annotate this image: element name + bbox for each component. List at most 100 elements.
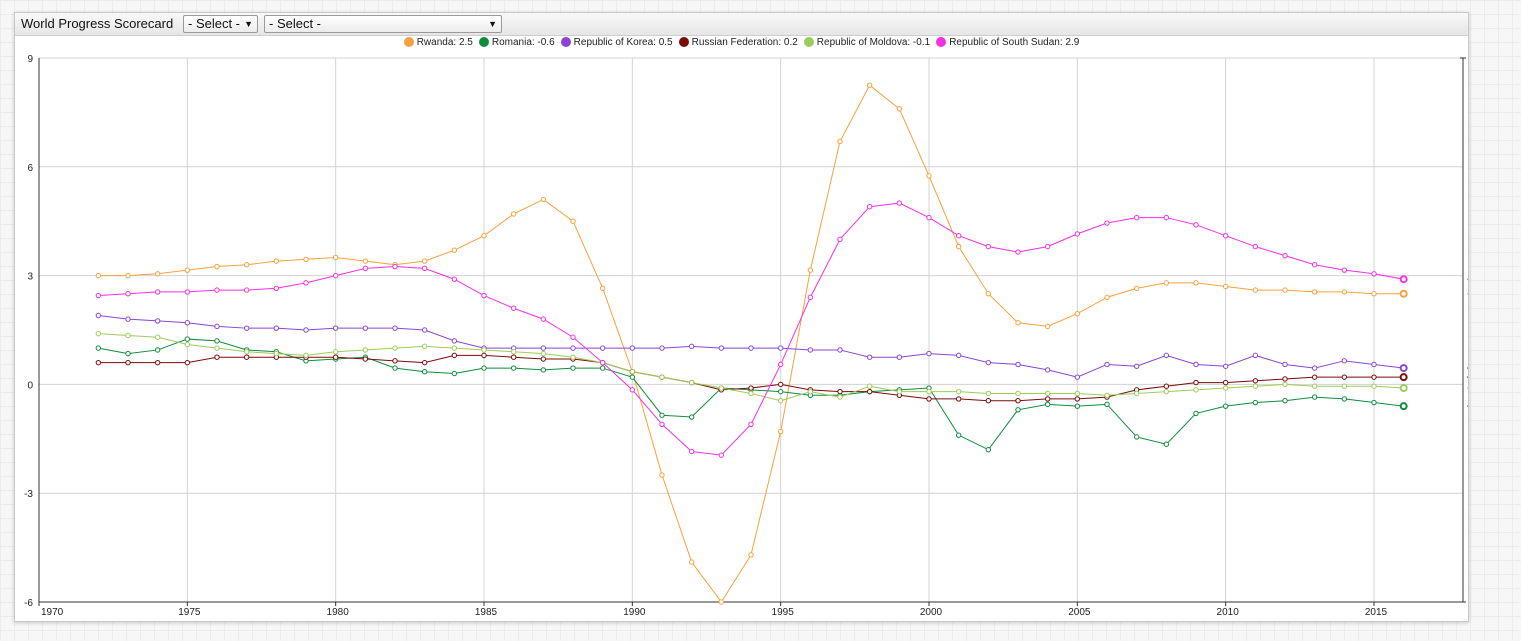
dropdown-arrow-icon: ▼ xyxy=(488,19,497,29)
end-value-tag xyxy=(1467,386,1468,390)
end-value-tag xyxy=(1467,278,1468,281)
data-point xyxy=(421,265,428,272)
data-point xyxy=(1311,383,1318,389)
x-tick-label: 2015 xyxy=(1365,607,1388,618)
data-point xyxy=(481,292,487,299)
data-point xyxy=(392,345,398,351)
data-point xyxy=(154,271,161,277)
data-point xyxy=(451,338,458,344)
data-point xyxy=(599,285,606,291)
series-line xyxy=(98,84,1404,603)
data-point xyxy=(1399,384,1408,393)
data-point xyxy=(777,428,784,435)
data-point xyxy=(243,349,250,355)
data-point xyxy=(243,287,250,293)
legend-label: Rwanda: 2.5 xyxy=(416,37,473,48)
data-point xyxy=(1044,401,1051,408)
data-point xyxy=(1193,387,1199,393)
legend-label: Republic of South Sudan: 2.9 xyxy=(949,37,1080,48)
data-point xyxy=(1015,398,1021,404)
data-point xyxy=(1399,289,1408,298)
legend-item[interactable]: Romania: -0.6 xyxy=(478,37,555,48)
data-point xyxy=(1222,233,1229,239)
legend-item[interactable]: Republic of South Sudan: 2.9 xyxy=(936,37,1079,48)
country-select-value: - Select - xyxy=(269,16,322,31)
data-point xyxy=(1133,434,1140,440)
data-point xyxy=(510,354,517,360)
data-point xyxy=(688,414,695,420)
data-point xyxy=(955,432,962,438)
data-point xyxy=(273,325,280,331)
data-point xyxy=(362,265,369,272)
legend-label: Russian Federation: 0.2 xyxy=(691,37,798,48)
indicator-select[interactable]: - Select - ▼ xyxy=(183,15,258,33)
data-point xyxy=(1193,379,1199,386)
data-point xyxy=(1163,214,1170,221)
data-point xyxy=(540,350,547,357)
data-point xyxy=(1044,390,1051,397)
x-tick-label: 2000 xyxy=(920,607,943,618)
data-point xyxy=(807,294,814,301)
data-point xyxy=(1015,361,1021,368)
data-point xyxy=(629,345,636,351)
data-point xyxy=(659,374,665,380)
data-point xyxy=(1015,407,1021,413)
data-point xyxy=(1193,280,1199,286)
data-point xyxy=(184,267,191,273)
data-point xyxy=(570,365,576,371)
legend-item[interactable]: Russian Federation: 0.2 xyxy=(678,37,798,48)
data-point xyxy=(955,233,962,239)
legend-item[interactable]: Rwanda: 2.5 xyxy=(403,37,473,48)
data-point xyxy=(95,292,102,299)
x-tick-label: 1970 xyxy=(41,607,64,618)
data-point xyxy=(837,236,843,243)
data-point xyxy=(1311,289,1318,295)
data-point xyxy=(95,345,102,351)
data-point xyxy=(1399,275,1408,284)
data-point xyxy=(718,599,725,605)
data-point xyxy=(1282,252,1288,259)
data-point xyxy=(95,359,102,366)
data-point xyxy=(985,390,992,397)
y-tick-label: 6 xyxy=(27,163,33,174)
data-point xyxy=(95,312,102,319)
data-point xyxy=(777,361,784,368)
data-point xyxy=(332,325,339,331)
x-tick-label: 1975 xyxy=(178,607,201,618)
data-point xyxy=(1282,376,1288,382)
data-point xyxy=(896,388,903,395)
data-point xyxy=(866,383,873,389)
country-select[interactable]: - Select - ▼ xyxy=(264,15,502,33)
legend-item[interactable]: Republic of Korea: 0.5 xyxy=(560,37,673,48)
data-point xyxy=(362,356,369,362)
data-point xyxy=(1163,388,1170,395)
data-point xyxy=(154,347,161,353)
data-point xyxy=(303,352,309,359)
data-point xyxy=(807,267,814,273)
data-point xyxy=(1371,383,1377,389)
legend-item[interactable]: Republic of Moldova: -0.1 xyxy=(803,37,930,48)
data-point xyxy=(481,352,487,359)
data-point xyxy=(481,365,487,371)
legend: Rwanda: 2.5 Romania: -0.6 Republic of Kore… xyxy=(15,37,1468,48)
legend-swatch-icon xyxy=(803,37,814,47)
data-point xyxy=(688,448,695,455)
data-point xyxy=(1282,361,1288,368)
y-tick-label: 0 xyxy=(27,380,33,391)
data-point xyxy=(1044,396,1051,402)
data-point xyxy=(807,347,814,353)
x-tick-label: 1985 xyxy=(475,607,498,618)
data-point xyxy=(1371,291,1377,297)
data-point xyxy=(985,291,992,297)
data-point xyxy=(1104,401,1110,408)
data-point xyxy=(777,381,784,388)
data-point xyxy=(421,327,428,333)
data-point xyxy=(1015,249,1021,255)
data-point xyxy=(184,359,191,366)
legend-swatch-icon xyxy=(403,37,414,47)
data-point xyxy=(955,352,962,359)
data-point xyxy=(748,390,754,397)
data-point xyxy=(392,365,398,371)
data-point xyxy=(1044,367,1051,373)
data-point xyxy=(1282,398,1288,404)
